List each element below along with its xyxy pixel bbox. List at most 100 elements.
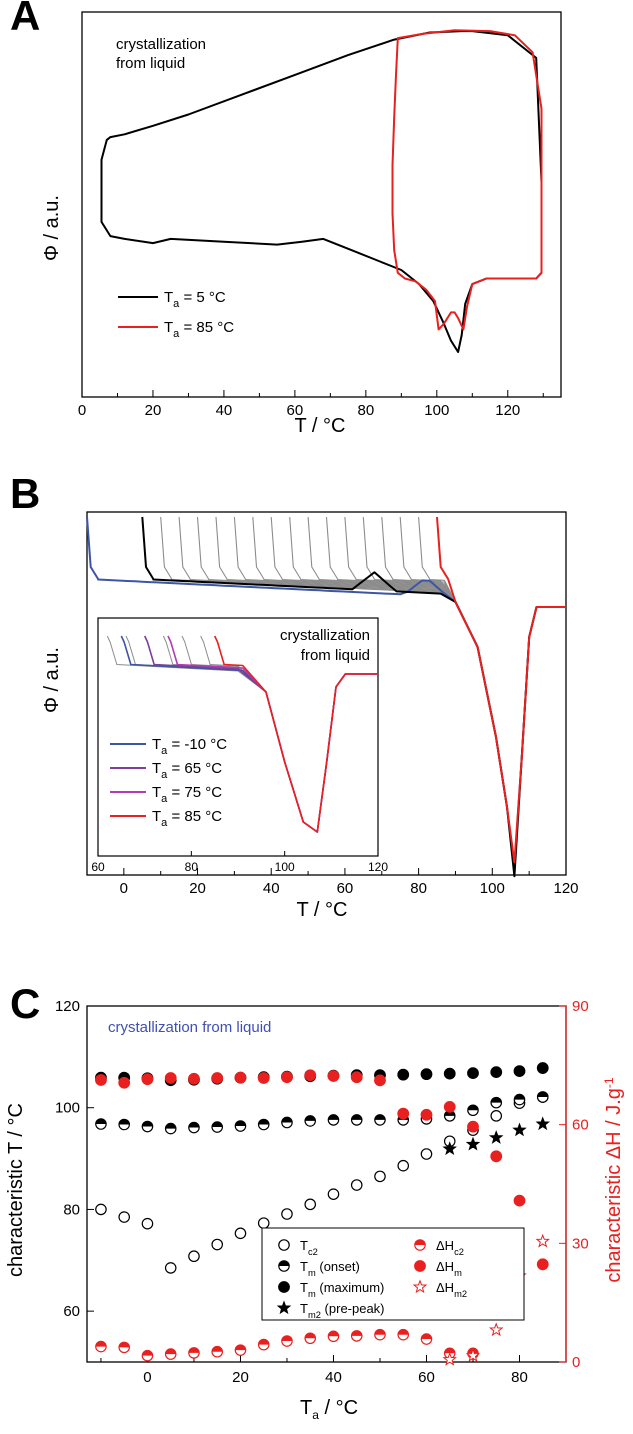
panel-c-point-dhm <box>397 1107 410 1120</box>
panel-c-point-tc2 <box>490 1110 503 1122</box>
panel-c-point-dhm <box>536 1258 549 1271</box>
panel-c-point-tm-maximum <box>397 1068 410 1081</box>
panel-c-y-label-left: characteristic T / °C <box>5 1103 27 1277</box>
panel-c-point-dhm <box>188 1072 200 1085</box>
panel-c-y-tick-label: 80 <box>63 1201 80 1218</box>
panel-c-point-tc2 <box>211 1238 224 1251</box>
panel-c-point-dhm <box>443 1100 456 1113</box>
panel-c-point-tm-onset <box>536 1091 549 1103</box>
panel-c-point-dhc2 <box>281 1335 293 1347</box>
panel-c-y-tick-label: 100 <box>55 1100 80 1117</box>
panel-c: C 0 20 40 60 80 60 80 100 120 0 30 60 90 crystalliza… <box>5 980 625 1422</box>
panel-c-point-dhc2 <box>141 1349 154 1362</box>
panel-b-y-label: Φ / a.u. <box>41 647 63 713</box>
panel-c-point-dhc2 <box>304 1332 317 1345</box>
panel-b-series-blue <box>86 516 566 868</box>
panel-c-point-dhc2 <box>118 1341 131 1354</box>
panel-c-point-dhm <box>513 1194 526 1207</box>
panel-c-point-dhm <box>327 1070 340 1082</box>
panel-c-legend-box <box>261 1227 525 1321</box>
panel-c-point-dhm2 <box>465 1348 481 1362</box>
panel-c-point-tm-onset <box>281 1116 293 1129</box>
panel-c-point-dhc2 <box>211 1345 224 1358</box>
panel-c-point-tm-onset <box>257 1118 270 1131</box>
panel-c-point-dhm <box>374 1074 386 1087</box>
panel-a-legend-label: Ta = 85 °C <box>164 319 234 340</box>
panel-b-x-tick-label: 120 <box>553 880 578 897</box>
panel-b-x-tick-label: 40 <box>263 880 280 897</box>
panel-b: B 0 20 40 60 80 100 120 60 80 100 120 crystalliza… <box>10 470 579 921</box>
panel-c-point-dhm <box>211 1072 224 1084</box>
panel-c-point-tm-onset <box>164 1122 177 1135</box>
panel-a-frame <box>81 11 562 398</box>
panel-c-point-dhm <box>490 1150 503 1163</box>
panel-b-inset-annotation-line2: from liquid <box>301 647 370 664</box>
panel-c-point-tc2 <box>374 1170 386 1183</box>
panel-b-legend-label: Ta = 85 °C <box>152 808 222 829</box>
panel-c-point-tm2 <box>488 1130 504 1144</box>
panel-c-y2-tick-label: 60 <box>572 1117 589 1134</box>
panel-b-series-black <box>141 516 566 878</box>
panel-a-x-tick-label: 40 <box>216 402 233 419</box>
panel-a-annotation-line1: crystallization <box>116 36 206 53</box>
panel-b-x-label: T / °C <box>297 899 348 921</box>
panel-a-x-label: T / °C <box>295 415 346 437</box>
panel-b-inset-x-tick-label: 80 <box>185 860 199 874</box>
panel-b-legend-label: Ta = -10 °C <box>152 736 227 757</box>
panel-c-point-dhm <box>141 1073 154 1086</box>
panel-c-legend-label: ΔHm <box>436 1259 462 1278</box>
panel-c-point-tc2 <box>350 1179 363 1191</box>
panel-a-curves <box>100 29 543 353</box>
panel-a-legend-label: Ta = 5 °C <box>164 289 226 310</box>
panel-c-point-tm2 <box>276 1300 292 1315</box>
panel-a-legend: Ta = 5 °C Ta = 85 °C <box>118 289 234 340</box>
panel-a-y-label: Φ / a.u. <box>41 195 63 261</box>
panel-c-y2-tick-label: 90 <box>572 998 589 1015</box>
panel-c-point-dhm <box>95 1074 107 1086</box>
panel-c-point-tc2 <box>304 1198 317 1211</box>
panel-c-point-tm-onset <box>234 1120 247 1132</box>
panel-c-point-tc2 <box>118 1211 131 1223</box>
panel-c-point-dhc2 <box>188 1347 200 1359</box>
panel-c-point-dhm2 <box>412 1279 428 1294</box>
panel-c-point-dhm2 <box>535 1233 550 1248</box>
panel-c-point-dhc2 <box>164 1348 177 1360</box>
panel-c-point-tc2 <box>278 1239 290 1251</box>
panel-b-inset-curves <box>106 635 378 833</box>
panel-c-point-dhm <box>118 1076 131 1089</box>
panel-c-point-tm-maximum <box>278 1281 290 1293</box>
panel-b-x-tick-label: 20 <box>189 880 206 897</box>
panel-c-point-dhc2 <box>374 1328 386 1341</box>
panel-b-gray-curve <box>381 516 566 868</box>
panel-b-curves <box>86 516 566 878</box>
panel-c-legend-label: Tm (maximum) <box>300 1280 384 1299</box>
panel-c-x-label: Ta / °C <box>300 1397 358 1422</box>
panel-b-gray-curve <box>418 516 566 868</box>
panel-b-inset-x-axis: 60 80 100 120 <box>91 851 388 874</box>
panel-c-point-dhc2 <box>414 1239 426 1251</box>
panel-c-point-tc2 <box>188 1250 200 1263</box>
panel-c-point-dhc2 <box>257 1338 270 1351</box>
panel-a-letter: A <box>10 0 40 39</box>
panel-c-x-tick-label: 0 <box>143 1369 151 1386</box>
panel-c-point-dhm <box>234 1071 247 1084</box>
panel-a-x-tick-label: 20 <box>145 402 162 419</box>
panel-c-point-tm-onset <box>188 1121 200 1134</box>
panel-c-point-tm2 <box>465 1136 481 1151</box>
panel-a-x-tick-label: 0 <box>78 402 86 419</box>
panel-c-point-tm-onset <box>513 1093 526 1106</box>
panel-c-legend: Tc2 Tm (onset) Tm (maximum) Tm2 (pre-peak) Δ… <box>261 1227 525 1321</box>
panel-b-inset: 60 80 100 120 crystallization from liquid T… <box>91 617 388 874</box>
panel-c-point-tm2 <box>442 1141 457 1156</box>
panel-c-point-tm-maximum <box>513 1065 526 1077</box>
panel-c-y2-tick-label: 0 <box>572 1354 580 1371</box>
panel-c-point-tc2 <box>420 1148 433 1160</box>
panel-c-point-tc2 <box>257 1217 270 1229</box>
panel-c-y-label-right: characteristic ΔH / J.g-1 <box>602 1077 625 1283</box>
panel-c-points <box>95 1062 550 1366</box>
panel-c-point-dhc2 <box>95 1340 107 1353</box>
panel-a-x-axis: 0 20 40 60 80 100 120 <box>78 390 544 419</box>
panel-c-point-dhm <box>164 1072 177 1084</box>
panel-c-point-tm-onset <box>374 1114 386 1126</box>
panel-c-point-dhm <box>257 1072 270 1084</box>
